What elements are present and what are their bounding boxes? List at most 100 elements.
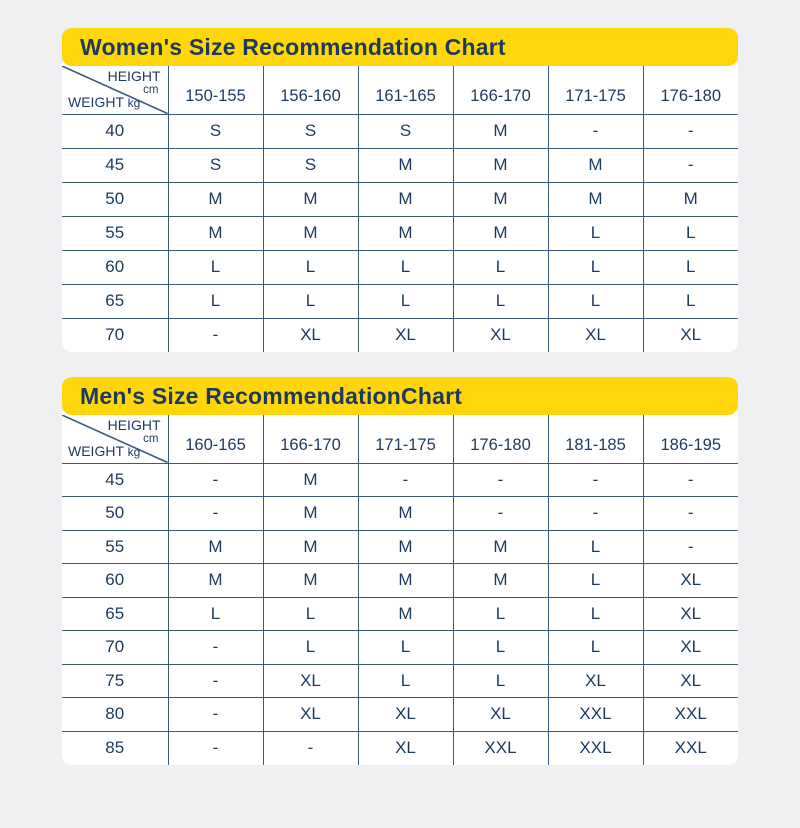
size-value: XL: [262, 318, 358, 352]
weight-axis-label: WEIGHT kg: [68, 442, 141, 459]
size-value: L: [262, 250, 358, 284]
size-value: M: [452, 216, 548, 250]
size-value: -: [452, 496, 548, 530]
size-value: -: [262, 731, 358, 765]
men-size-table: HEIGHT cm WEIGHT kg 160-165 166-170 171-17…: [62, 415, 738, 765]
size-value: L: [452, 597, 548, 631]
women-size-chart-card: Women's Size Recommendation Chart HEIGHT…: [62, 28, 738, 352]
size-value: M: [167, 182, 263, 216]
men-chart-title: Men's Size RecommendationChart: [80, 382, 463, 409]
women-chart-table-container: HEIGHT cm WEIGHT kg 150-155 156-160 161-16…: [62, 62, 738, 352]
height-range-header: 156-160: [262, 66, 358, 114]
size-value: L: [642, 250, 738, 284]
size-value: M: [452, 530, 548, 564]
women-chart-title: Women's Size Recommendation Chart: [80, 33, 506, 60]
size-value: -: [547, 463, 643, 497]
size-value: -: [642, 114, 738, 148]
men-size-chart-card: Men's Size RecommendationChart HEIGHT cm: [62, 377, 738, 765]
weight-value: 60: [105, 570, 125, 590]
table-row: 40 S S S M - -: [62, 114, 738, 148]
table-row: 55 M M M M L -: [62, 530, 738, 564]
height-range-header: 171-175: [547, 66, 643, 114]
size-value: M: [262, 563, 358, 597]
size-value: S: [167, 148, 263, 182]
weight-value: 65: [105, 291, 125, 310]
height-range-header: 176-180: [452, 415, 548, 463]
size-value: M: [262, 530, 358, 564]
size-value: S: [167, 114, 263, 148]
size-value: L: [547, 284, 643, 318]
size-value: L: [452, 664, 548, 698]
table-row: 50 M M M M M M: [62, 182, 738, 216]
size-value: L: [642, 216, 738, 250]
size-value: M: [167, 216, 263, 250]
size-value: XL: [262, 664, 358, 698]
men-chart-table-container: HEIGHT cm WEIGHT kg 160-165 166-170 171-17…: [62, 411, 738, 765]
diagonal-divider-line: [62, 66, 168, 114]
size-value: M: [262, 216, 358, 250]
size-value: -: [642, 530, 738, 564]
height-range-header: 186-195: [642, 415, 738, 463]
size-value: M: [452, 563, 548, 597]
size-value: M: [262, 463, 358, 497]
size-value: M: [452, 148, 548, 182]
size-value: XXL: [547, 731, 643, 765]
men-chart-banner: Men's Size RecommendationChart: [62, 377, 738, 415]
size-value: -: [547, 496, 643, 530]
size-value: L: [357, 664, 453, 698]
table-row: 60 M M M M L XL: [62, 563, 738, 597]
size-value: L: [547, 250, 643, 284]
table-row: 50- M M - - -: [62, 496, 738, 530]
size-value: M: [357, 597, 453, 631]
size-value: -: [642, 148, 738, 182]
size-value: M: [642, 182, 738, 216]
size-value: L: [547, 597, 643, 631]
table-row: 70- L L L L XL: [62, 630, 738, 664]
size-value: XXL: [547, 697, 643, 731]
size-value: XL: [452, 697, 548, 731]
size-value: M: [357, 563, 453, 597]
size-value: XXL: [452, 731, 548, 765]
size-value: S: [357, 114, 453, 148]
weight-value: 70: [105, 325, 125, 345]
size-value: -: [167, 697, 263, 731]
size-value: L: [357, 250, 453, 284]
size-value: XXL: [642, 697, 738, 731]
table-row: 65 L L L L L L: [62, 284, 738, 318]
height-range-header: 160-165: [167, 415, 263, 463]
size-value: L: [167, 250, 263, 284]
size-value: M: [357, 496, 453, 530]
size-value: L: [357, 284, 453, 318]
size-value: M: [167, 530, 263, 564]
men-header-row: HEIGHT cm WEIGHT kg 160-165 166-170 171-17…: [62, 415, 738, 463]
size-value: -: [547, 114, 643, 148]
size-value: -: [167, 496, 263, 530]
size-value: XL: [547, 664, 643, 698]
weight-value: 70: [105, 637, 125, 657]
table-row: 45- M - - - -: [62, 463, 738, 497]
weight-value: 45: [105, 469, 125, 489]
size-value: L: [452, 284, 548, 318]
size-value: M: [357, 530, 453, 564]
size-value: L: [262, 597, 358, 631]
table-row: 65 L L M L L XL: [62, 597, 738, 631]
size-value: -: [642, 463, 738, 497]
table-row: 70- XL XL XL XL XL: [62, 318, 738, 352]
size-value: -: [167, 664, 263, 698]
height-range-header: 166-170: [262, 415, 358, 463]
size-value: L: [262, 284, 358, 318]
height-axis-label: HEIGHT cm: [107, 417, 161, 445]
women-size-table: HEIGHT cm WEIGHT kg 150-155 156-160 161-16…: [62, 66, 738, 352]
size-value: M: [262, 182, 358, 216]
size-value: -: [167, 731, 263, 765]
weight-value: 65: [105, 603, 125, 623]
size-value: L: [642, 284, 738, 318]
table-row: 80- XL XL XL XXL XXL: [62, 697, 738, 731]
weight-value: 45: [105, 155, 125, 174]
size-value: M: [547, 182, 643, 216]
size-value: XL: [642, 318, 738, 352]
weight-value: 50: [105, 503, 125, 523]
size-value: XL: [642, 597, 738, 631]
table-row: 45 S S M M M -: [62, 148, 738, 182]
women-chart-banner: Women's Size Recommendation Chart: [62, 28, 738, 66]
